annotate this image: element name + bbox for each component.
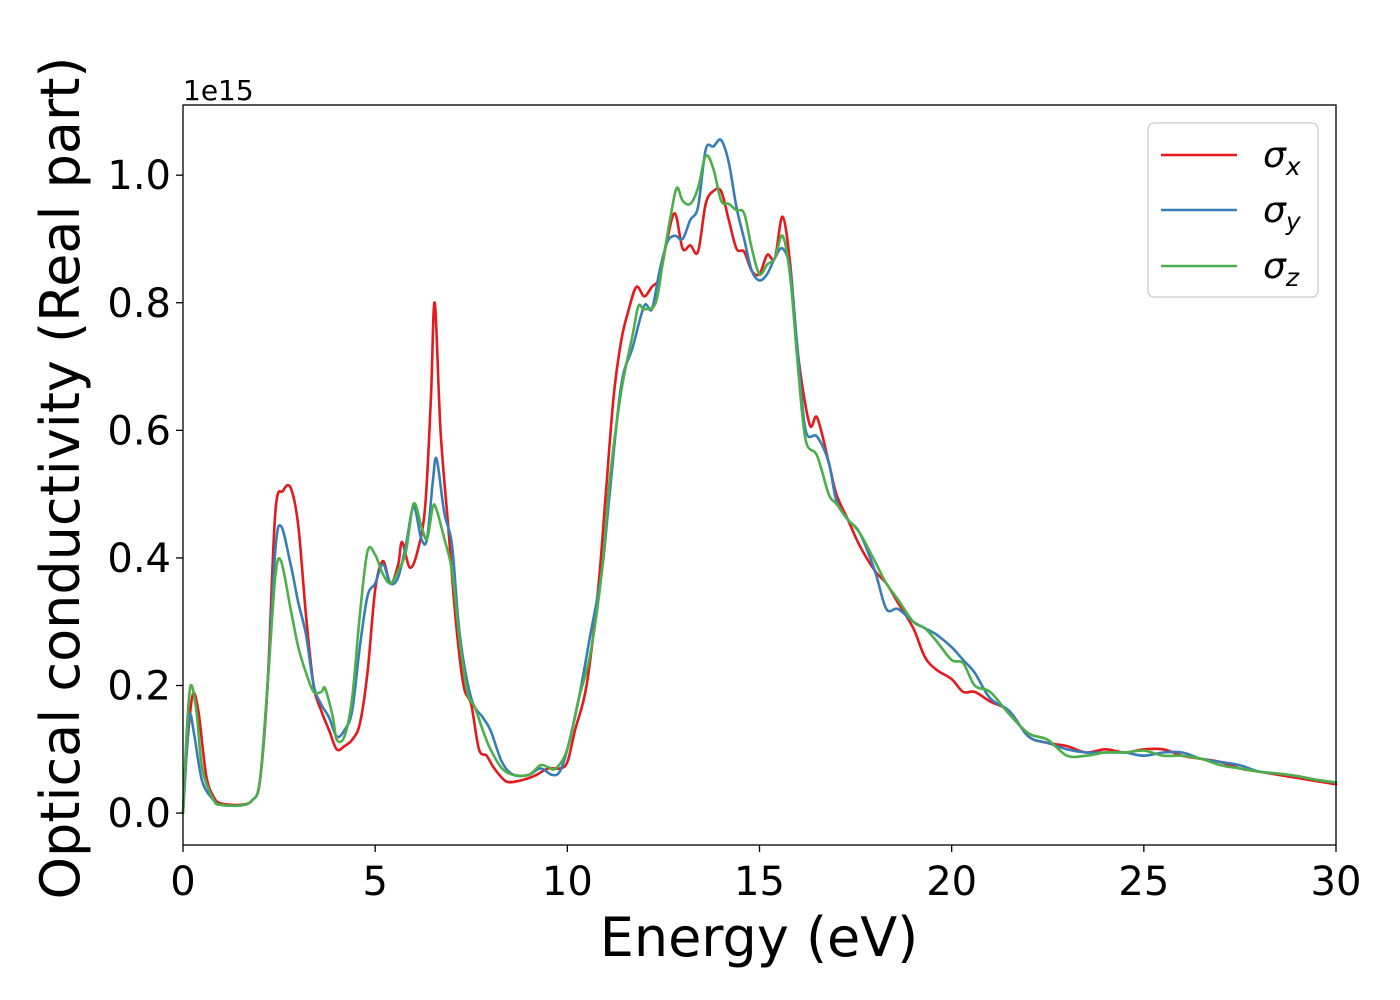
y-tick-label: 0.2 (107, 664, 171, 710)
x-tick-label: 10 (542, 859, 593, 905)
x-axis-title: Energy (eV) (600, 906, 919, 969)
x-tick-label: 0 (170, 859, 195, 905)
x-tick-label: 30 (1311, 859, 1362, 905)
y-tick-label: 0.6 (107, 408, 171, 454)
series-lines (181, 138, 1338, 815)
y-axis-ticks: 0.0 0.2 0.4 0.6 0.8 1.0 (107, 153, 183, 837)
series-line-z (181, 154, 1338, 815)
x-tick-label: 15 (734, 859, 785, 905)
y-tick-label: 0.0 (107, 791, 171, 837)
x-tick-label: 25 (1118, 859, 1169, 905)
y-tick-label: 1.0 (107, 153, 171, 199)
y-tick-label: 0.4 (107, 536, 171, 582)
y-axis-title: Optical conductivity (Real part) (29, 57, 92, 900)
series-line-y (181, 138, 1338, 815)
series-line-x (181, 187, 1338, 815)
x-axis-ticks: 0 5 10 15 20 25 30 (170, 845, 1361, 905)
y-offset-label: 1e15 (183, 74, 254, 107)
x-tick-label: 5 (362, 859, 387, 905)
y-tick-label: 0.8 (107, 281, 171, 327)
x-tick-label: 20 (926, 859, 977, 905)
